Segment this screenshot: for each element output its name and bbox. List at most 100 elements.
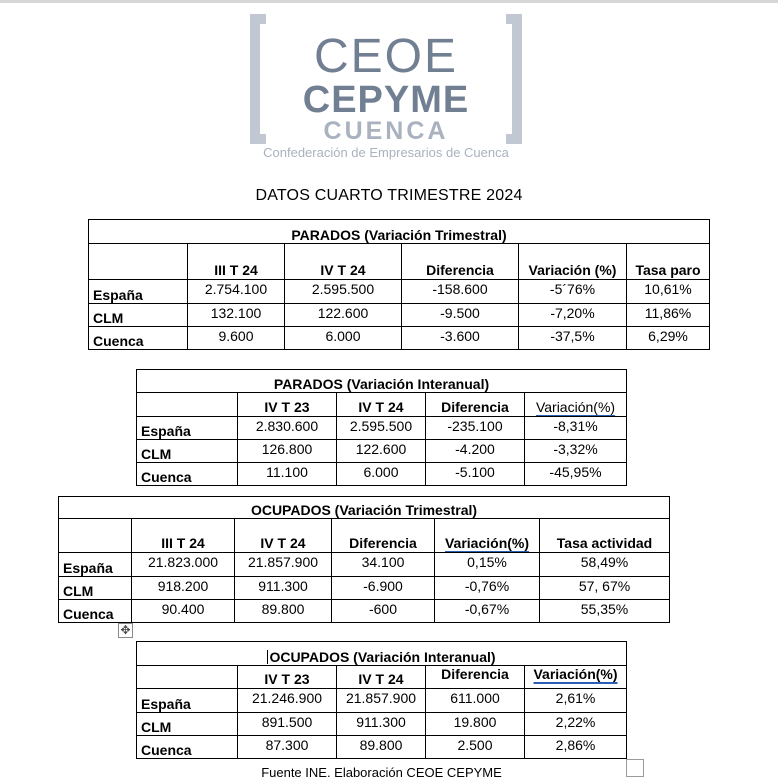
value-cell: -7,20% <box>518 303 627 327</box>
header-cell <box>136 665 238 689</box>
header-cell: Tasa paro <box>626 243 710 280</box>
value-cell: 6.000 <box>284 326 402 350</box>
value-cell: 21.246.900 <box>237 688 337 713</box>
value-cell: -3.600 <box>401 326 519 350</box>
value-cell: 19.800 <box>425 712 525 736</box>
header-cell <box>136 392 238 417</box>
value-cell: 6,29% <box>626 326 710 350</box>
value-cell: -4.200 <box>425 439 525 463</box>
text-cursor <box>267 650 269 664</box>
table-row: Cuenca 11.100 6.000 -5.100 -45,95% <box>136 462 628 486</box>
value-cell: -600 <box>331 599 435 623</box>
value-cell: 911.300 <box>336 712 426 736</box>
value-cell: 122.600 <box>284 303 402 327</box>
table-resize-handle-icon[interactable] <box>626 759 644 777</box>
source-footer: Fuente INE. Elaboración CEOE CEPYME <box>261 765 502 780</box>
table-row: CLM 126.800 122.600 -4.200 -3,32% <box>136 439 628 463</box>
table-parados-trimestral: PARADOS (Variación Trimestral) III T 24 … <box>88 219 710 350</box>
table-ocupados-trimestral: OCUPADOS (Variación Trimestral) III T 24… <box>57 496 671 623</box>
value-cell: 891.500 <box>237 712 337 736</box>
header-cell: IV T 24 <box>234 518 332 553</box>
row-label: CLM <box>88 303 188 327</box>
value-cell: -3,32% <box>523 439 628 463</box>
value-cell: 126.800 <box>237 439 337 463</box>
table-row: CLM 918.200 911.300 -6.900 -0,76% 57, 67… <box>58 576 671 600</box>
value-cell: 90.400 <box>131 599 235 623</box>
logo-tagline: Confederación de Empresarios de Cuenca <box>263 145 509 160</box>
value-cell: -0,67% <box>434 599 540 623</box>
spellcheck-underlined-header: Variación(%) <box>444 535 530 551</box>
value-cell: 10,61% <box>626 279 710 304</box>
table-ocupados-interanual: OCUPADOS (Variación Interanual) IV T 23 … <box>135 641 628 759</box>
table-row: CLM 132.100 122.600 -9.500 -7,20% 11,86% <box>88 303 710 327</box>
table-row: Cuenca 9.600 6.000 -3.600 -37,5% 6,29% <box>88 326 710 350</box>
table-move-handle-icon[interactable]: ✥ <box>118 623 133 638</box>
value-cell: -158.600 <box>401 279 519 304</box>
value-cell: 11,86% <box>626 303 710 327</box>
row-label: CLM <box>136 712 238 736</box>
header-cell: III T 24 <box>131 518 235 553</box>
row-label: España <box>136 416 238 440</box>
header-cell: Diferencia <box>425 665 525 689</box>
value-cell: 55,35% <box>538 599 671 623</box>
value-cell: 2.830.600 <box>237 416 337 440</box>
table-row: Cuenca 87.300 89.800 2.500 2,86% <box>136 735 628 759</box>
value-cell: 21.857.900 <box>336 688 426 713</box>
logo-bracket-right <box>506 14 522 144</box>
value-cell: 87.300 <box>237 735 337 759</box>
header-cell: IV T 23 <box>237 665 337 689</box>
value-cell: 918.200 <box>131 576 235 600</box>
table-parados-interanual: PARADOS (Variación Interanual) IV T 23 I… <box>135 369 628 486</box>
header-cell: III T 24 <box>187 243 285 280</box>
value-cell: 2,22% <box>523 712 628 736</box>
header-cell: Diferencia <box>425 392 525 417</box>
top-border <box>0 0 778 3</box>
value-cell: 0,15% <box>434 552 540 577</box>
logo-text-cuenca: CUENCA <box>323 117 449 145</box>
value-cell: 611.000 <box>425 688 525 713</box>
table-title[interactable]: OCUPADOS (Variación Interanual) <box>135 641 628 666</box>
value-cell: 2.754.100 <box>187 279 285 304</box>
table-row: España 2.830.600 2.595.500 -235.100 -8,3… <box>136 416 628 440</box>
value-cell: 132.100 <box>187 303 285 327</box>
header-cell: IV T 24 <box>336 392 426 417</box>
row-label: España <box>136 688 238 713</box>
value-cell: -37,5% <box>518 326 627 350</box>
row-label: Cuenca <box>88 326 188 350</box>
value-cell: 9.600 <box>187 326 285 350</box>
row-label: España <box>88 279 188 304</box>
table-title: OCUPADOS (Variación Trimestral) <box>57 496 671 519</box>
value-cell: -0,76% <box>434 576 540 600</box>
value-cell: 34.100 <box>331 552 435 577</box>
value-cell: 2,61% <box>523 688 628 713</box>
ceoe-cepyme-logo: CEOE CEPYME CUENCA Confederación de Empr… <box>248 14 524 164</box>
value-cell: 2,86% <box>523 735 628 759</box>
row-label: Cuenca <box>58 599 132 623</box>
value-cell: 2.595.500 <box>336 416 426 440</box>
value-cell: 122.600 <box>336 439 426 463</box>
row-label: Cuenca <box>136 462 238 486</box>
value-cell: 21.857.900 <box>234 552 332 577</box>
table-row: España 2.754.100 2.595.500 -158.600 -5´7… <box>88 279 710 304</box>
spellcheck-underlined-header: Variación(%) <box>535 399 616 415</box>
table-title: PARADOS (Variación Trimestral) <box>88 219 710 244</box>
table-title-text: OCUPADOS (Variación Interanual) <box>269 649 496 665</box>
value-cell: -6.900 <box>331 576 435 600</box>
header-cell <box>58 518 132 553</box>
value-cell: 2.595.500 <box>284 279 402 304</box>
header-cell: Diferencia <box>331 518 435 553</box>
spellcheck-underlined-header: Variación(%) <box>533 666 618 683</box>
value-cell: 89.800 <box>234 599 332 623</box>
value-cell: -8,31% <box>523 416 628 440</box>
value-cell: 6.000 <box>336 462 426 486</box>
value-cell: 21.823.000 <box>131 552 235 577</box>
value-cell: -235.100 <box>425 416 525 440</box>
header-cell: IV T 24 <box>284 243 402 280</box>
header-cell: Variación(%) <box>523 665 628 689</box>
document-title: DATOS CUARTO TRIMESTRE 2024 <box>255 187 523 204</box>
table-row: España 21.246.900 21.857.900 611.000 2,6… <box>136 688 628 713</box>
value-cell: -9.500 <box>401 303 519 327</box>
logo-text-cepyme: CEPYME <box>302 79 470 121</box>
table-row: Cuenca 90.400 89.800 -600 -0,67% 55,35% <box>58 599 671 623</box>
value-cell: 58,49% <box>538 552 671 577</box>
